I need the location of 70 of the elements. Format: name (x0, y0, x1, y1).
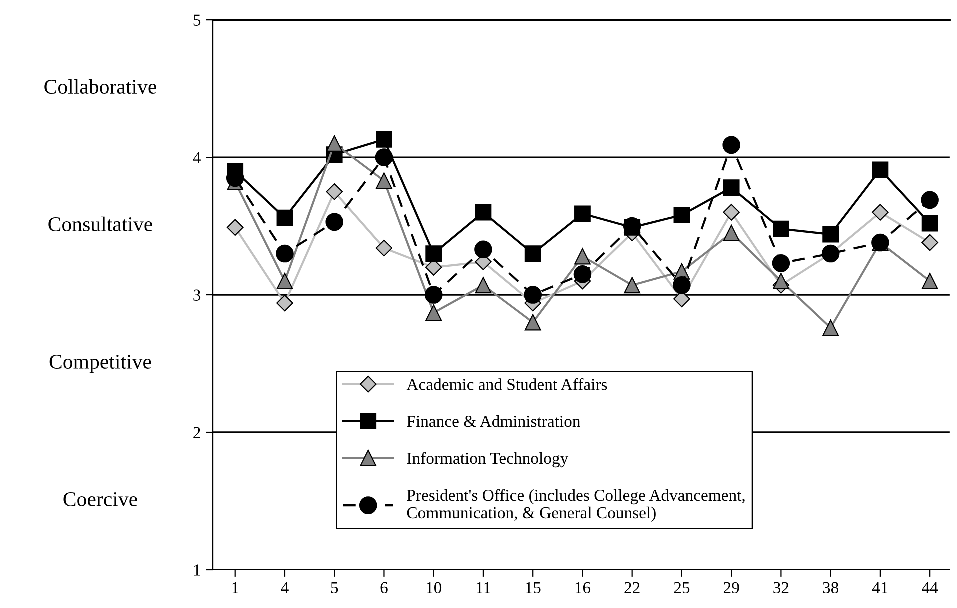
point (475, 277, 492, 294)
text: Collaborative (44, 79, 156, 94)
point (574, 248, 591, 265)
point (375, 148, 394, 166)
point (922, 215, 938, 232)
y-tick-label: 5 (194, 14, 201, 26)
point (773, 273, 790, 290)
point (326, 136, 343, 152)
point (822, 320, 840, 336)
point (872, 204, 889, 221)
point (872, 162, 889, 178)
point (674, 207, 690, 224)
y-tick-label: 4 (193, 152, 201, 164)
text: Consultative (48, 216, 152, 232)
point (376, 240, 393, 257)
x-tick-label: 6 (380, 582, 388, 594)
point (326, 213, 344, 232)
legend-label: Information Technology (407, 452, 569, 468)
legend-label: Academic and Student Affairs (406, 378, 608, 390)
point (424, 286, 443, 304)
point (772, 254, 790, 272)
point (226, 219, 244, 236)
x-tick-label: 4 (281, 582, 289, 594)
point (723, 204, 740, 221)
x-tick-label: 32 (774, 582, 789, 594)
y-tick-label: 1 (194, 564, 200, 576)
text: Coercive (64, 492, 138, 506)
point (673, 276, 691, 294)
point (426, 304, 442, 322)
point (426, 246, 442, 262)
x-tick-label: 44 (922, 582, 938, 594)
x-tick-label: 16 (576, 582, 591, 594)
point (524, 314, 542, 331)
point (475, 204, 492, 221)
x-tick-label: 10 (426, 582, 442, 594)
legend-label: President's Office (includes College Advancement, Communication, & General Counsel) (407, 489, 745, 522)
point (922, 234, 938, 252)
point (723, 180, 740, 196)
point (723, 224, 740, 242)
point (276, 244, 294, 263)
point (921, 191, 939, 210)
point (524, 246, 542, 262)
y-tick-label: 2 (194, 427, 200, 438)
point (376, 131, 392, 148)
point (276, 273, 294, 290)
point (624, 277, 641, 294)
point (773, 220, 790, 238)
x-tick-label: 38 (823, 582, 839, 594)
point (276, 294, 294, 312)
x-tick-label: 41 (872, 582, 888, 594)
x-tick-label: 5 (331, 582, 338, 594)
point (574, 266, 592, 284)
point (822, 226, 840, 243)
x-tick-label: 22 (624, 582, 640, 594)
point (524, 286, 542, 304)
point (376, 172, 392, 190)
legend-label: Finance & Administration (407, 415, 581, 428)
point (474, 240, 492, 259)
point (276, 210, 294, 226)
x-tick-label: 1 (232, 582, 239, 594)
text: Competitive (50, 354, 152, 374)
point (922, 273, 938, 290)
x-tick-label: 25 (674, 582, 690, 594)
point (722, 136, 740, 154)
x-tick-label: 11 (476, 582, 490, 594)
point (574, 206, 591, 222)
y-tick-label: 3 (194, 290, 201, 301)
point (326, 184, 344, 200)
x-tick-label: 15 (526, 582, 541, 594)
x-tick-label: 29 (724, 582, 740, 594)
